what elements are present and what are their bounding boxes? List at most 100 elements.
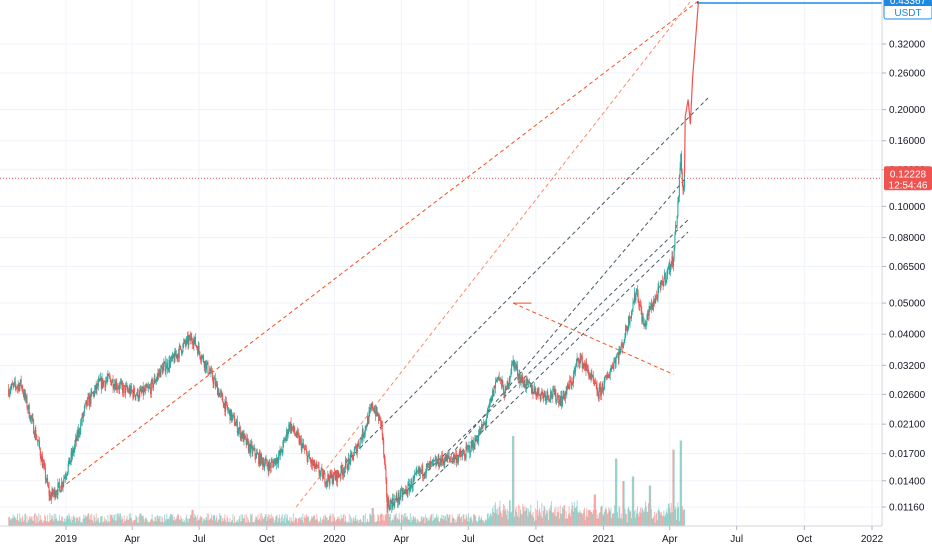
candle-body [186, 338, 187, 344]
candle-body [68, 464, 69, 472]
candle-body [452, 459, 453, 462]
candle-body [364, 433, 365, 435]
candle-body [666, 275, 667, 280]
candle-body [345, 460, 346, 467]
candle-body [123, 385, 124, 393]
candle-body [106, 380, 107, 381]
candle-body [480, 427, 481, 433]
candle-body [385, 461, 386, 469]
candle-body [219, 394, 220, 397]
candle-body [193, 340, 194, 345]
candle-body [593, 375, 594, 380]
candle-body [119, 384, 120, 389]
candle-body [39, 441, 40, 449]
candle-body [470, 452, 471, 454]
candle-body [213, 379, 214, 384]
candle-body [616, 358, 617, 364]
candle-body [57, 484, 58, 495]
candle-body [478, 434, 479, 440]
candle-body [274, 461, 275, 467]
candle-body [113, 379, 114, 388]
candle-body [91, 392, 92, 393]
candle-body [211, 370, 212, 371]
candle-body [549, 398, 550, 399]
candle-body [294, 432, 295, 434]
candle-body [621, 345, 622, 350]
candle-body [555, 389, 556, 401]
candle-body [298, 433, 299, 435]
candle-body [544, 393, 545, 394]
candle-body [643, 317, 644, 325]
candle-body [490, 401, 491, 402]
candle-body [49, 487, 50, 496]
candle-body [203, 356, 204, 362]
candle-body [238, 429, 239, 431]
candle-body [526, 379, 527, 388]
candle-body [414, 475, 415, 478]
candle-body [673, 258, 674, 267]
candle-body [529, 381, 530, 383]
price-tick-label: 0.08000 [889, 233, 926, 244]
candle-body [173, 354, 174, 357]
candle-body [670, 264, 671, 272]
candle-body [547, 391, 548, 395]
candle-body [627, 329, 628, 330]
candle-body [660, 280, 661, 288]
candle-body [15, 385, 16, 387]
candle-body [546, 397, 547, 400]
candle-body [573, 374, 574, 383]
candle-body [463, 453, 464, 454]
candle-body [153, 384, 154, 388]
candle-body [668, 269, 669, 270]
candle-body [442, 455, 443, 461]
candle-body [237, 420, 238, 432]
candle-body [134, 388, 135, 395]
candle-body [517, 366, 518, 376]
price-tick-label: 0.01160 [889, 503, 925, 514]
candle-body [431, 462, 432, 463]
candle-body [553, 389, 554, 390]
candle-body [182, 352, 183, 353]
candle-body [235, 423, 236, 425]
candle-body [632, 309, 633, 311]
candle-body [386, 479, 387, 497]
price-tick-label: 0.06500 [889, 262, 926, 273]
candle-body [51, 495, 52, 500]
candle-body [499, 377, 500, 379]
candle-body [98, 381, 99, 387]
price-tick-label: 0.20000 [889, 105, 926, 116]
time-tick-label: Jul [462, 534, 475, 545]
candle-body [455, 457, 456, 461]
candle-body [65, 477, 66, 478]
candle-body [37, 440, 38, 441]
candle-body [334, 472, 335, 474]
candle-body [166, 369, 167, 373]
time-tick-label: Oct [797, 534, 813, 545]
candle-body [655, 299, 656, 303]
candle-body [496, 380, 497, 381]
candle-body [680, 168, 681, 177]
candle-body [402, 492, 403, 496]
candle-body [12, 384, 13, 385]
candle-body [146, 385, 147, 387]
candle-body [511, 364, 512, 373]
candle-body [610, 370, 611, 374]
candle-body [410, 486, 411, 491]
candle-body [226, 401, 227, 403]
candle-body [139, 391, 140, 398]
candle-body [575, 366, 576, 371]
candle-body [23, 392, 24, 394]
candle-body [652, 307, 653, 309]
candle-body [683, 187, 684, 190]
candle-body [13, 385, 14, 386]
candle-body [192, 341, 193, 344]
candle-body [666, 280, 667, 282]
candle-body [542, 392, 543, 394]
candle-body [395, 499, 396, 500]
projection-path [684, 2, 698, 178]
candle-body [548, 396, 549, 400]
candle-body [183, 342, 184, 344]
candle-body [674, 248, 675, 258]
